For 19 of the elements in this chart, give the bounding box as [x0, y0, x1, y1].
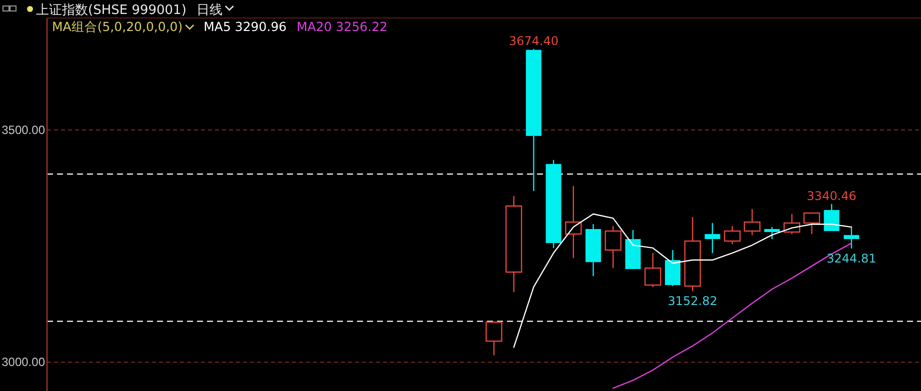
y-tick-label: 3000.00: [2, 355, 46, 370]
y-tick-label: 3500.00: [2, 122, 46, 137]
candlestick: [744, 208, 761, 236]
candlestick: [505, 195, 522, 293]
annotation: 3244.81: [826, 251, 876, 266]
candlestick: [664, 249, 680, 287]
legend-title: MA组合(5,0,20,0,0,0): [52, 19, 183, 34]
chart-title: 上证指数(SHSE 999001): [36, 3, 186, 18]
candlestick: [586, 223, 601, 277]
text: MA5 3290.96: [204, 19, 287, 34]
annotation: 3674.40: [508, 34, 558, 48]
chart-subtitle: 日线: [196, 3, 222, 18]
text: MA20 3256.22: [296, 19, 388, 34]
annotation: 3340.46: [806, 189, 856, 204]
candlestick: [724, 225, 741, 245]
candlestick: [704, 222, 720, 254]
candlestick: [526, 48, 542, 192]
annotation: 3152.82: [668, 294, 718, 308]
candlestick: [644, 252, 662, 288]
